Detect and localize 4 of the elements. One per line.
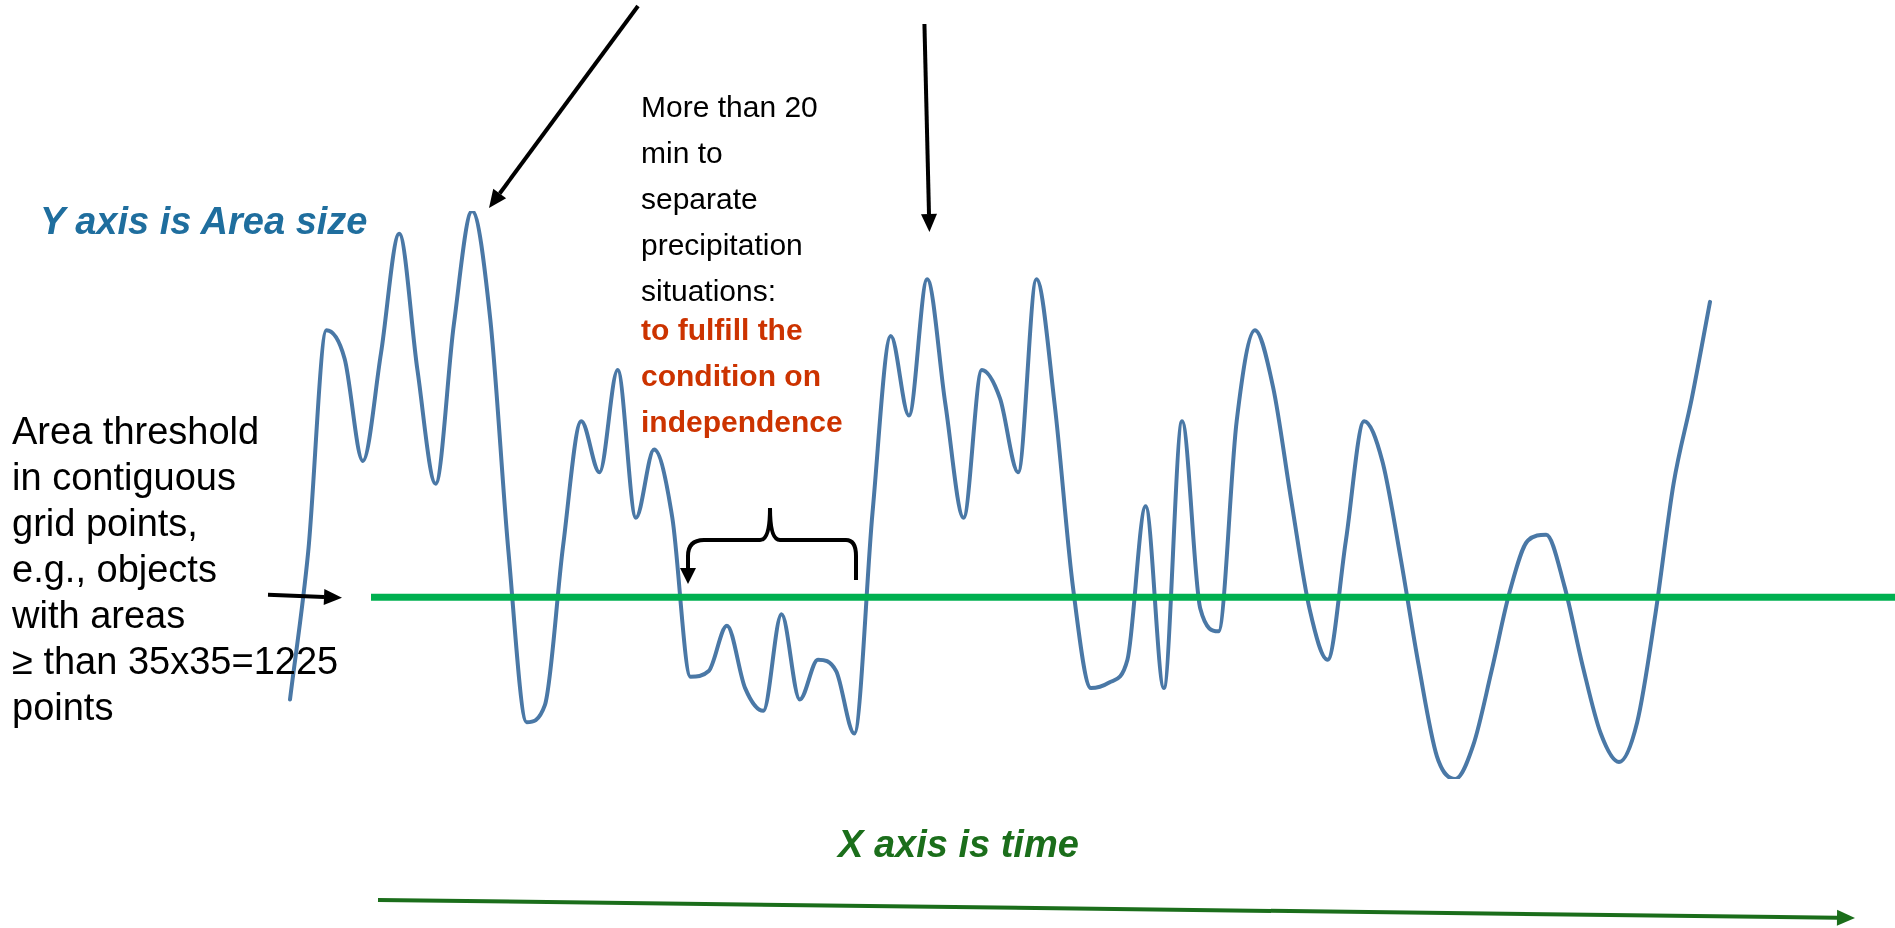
annotation: to fulfill the condition on independence: [641, 312, 843, 440]
annotation: More than 20 min to separate precipitation situations:: [641, 89, 818, 309]
x-axis-title: X axis is time: [838, 822, 1079, 867]
y-axis-title: Y axis is Area size: [40, 199, 368, 244]
